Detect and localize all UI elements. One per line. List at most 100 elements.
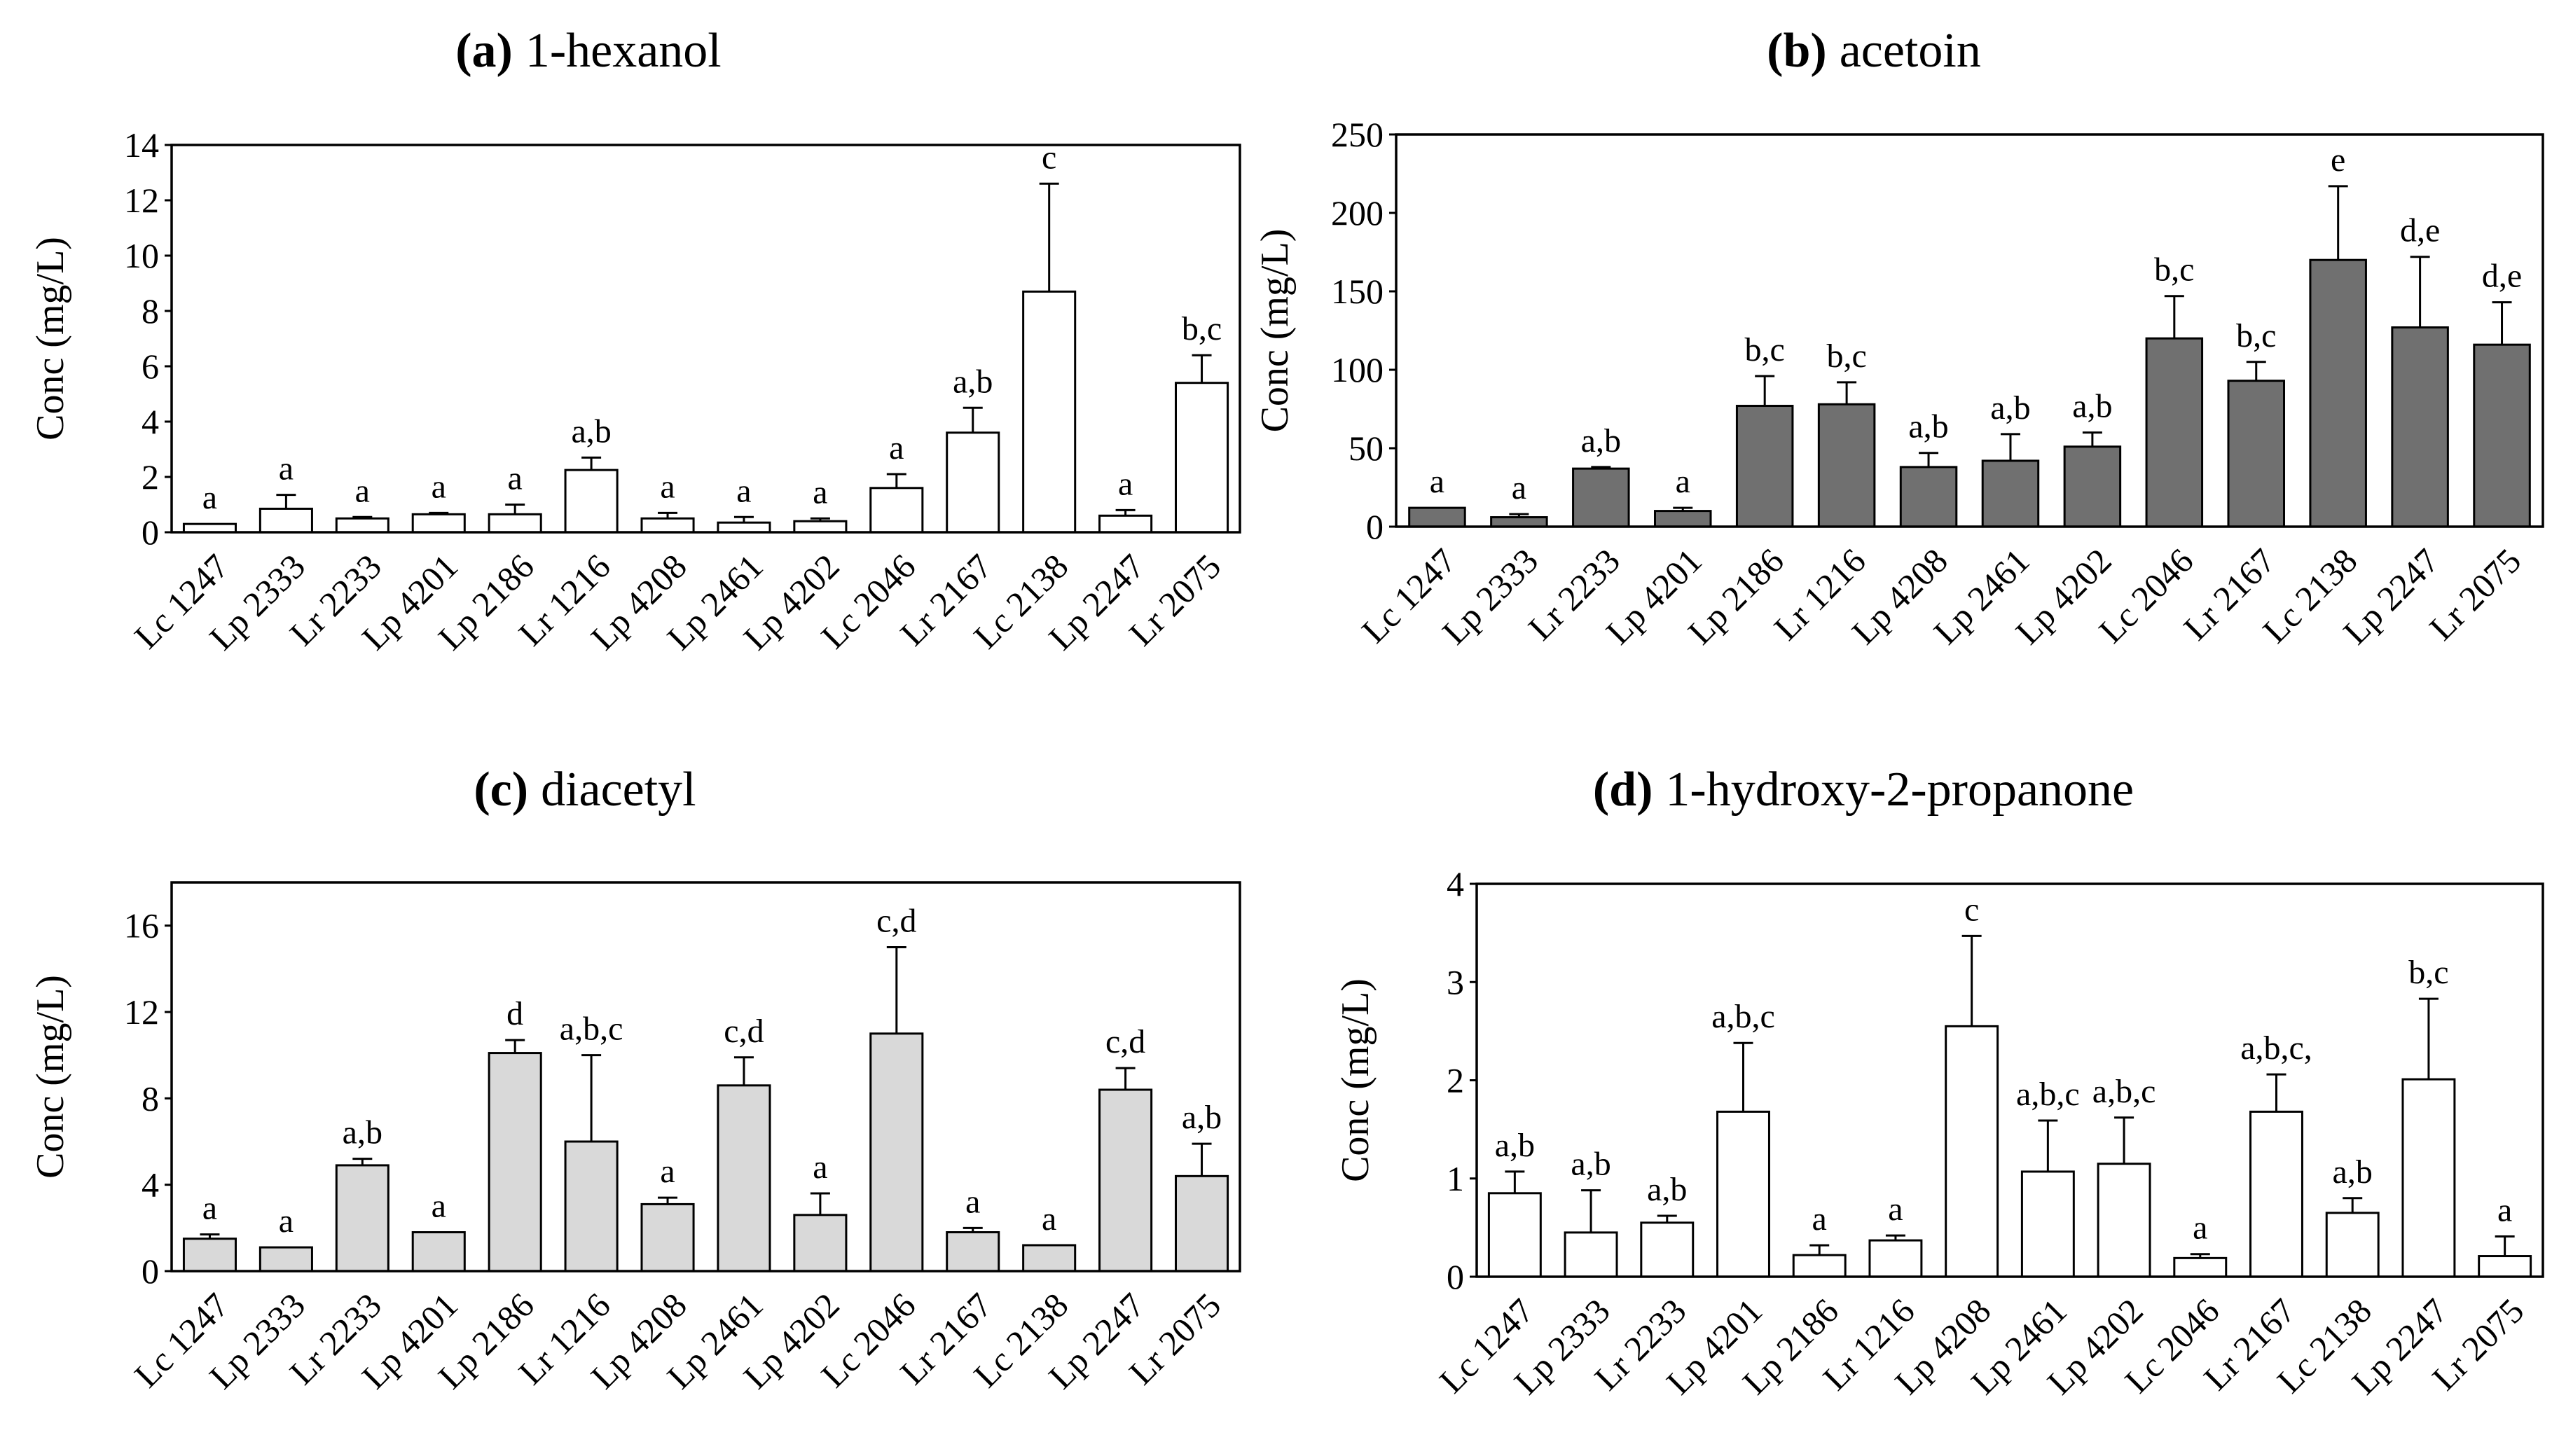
- chart-c-bar: [182, 1237, 237, 1273]
- chart-d-bar: [2249, 1110, 2303, 1278]
- chart-d-bar: [2401, 1078, 2456, 1278]
- chart-b-title: (b) acetoin: [1767, 24, 1981, 78]
- chart-d-significance-label: a: [1888, 1191, 1903, 1228]
- chart-a-bar: [793, 520, 848, 534]
- chart-d-significance-label: a,b,c,: [2240, 1029, 2312, 1067]
- chart-c-ytick-label: 4: [142, 1165, 159, 1205]
- chart-d-significance-label: a,b: [1495, 1127, 1535, 1164]
- chart-b-title-letter: (b): [1767, 24, 1827, 78]
- chart-a-bar: [946, 431, 1000, 534]
- chart-b: (b) acetoin Conc (mg/L) 0 50 100 150 200 250 a Lc …: [1253, 24, 2544, 652]
- chart-a-ytick-label: 10: [124, 236, 159, 275]
- chart-b-bar: [1735, 405, 1794, 528]
- chart-b-significance-label: a,b: [1581, 422, 1621, 459]
- chart-b-significance-label: d,e: [2482, 258, 2522, 295]
- chart-b-significance-label: a: [1430, 463, 1444, 500]
- chart-a-bar: [488, 513, 542, 534]
- chart-d-significance-label: a: [2193, 1209, 2207, 1247]
- chart-d-bar: [1868, 1239, 1923, 1278]
- chart-c-bar: [1098, 1088, 1153, 1273]
- chart-c-significance-label: a: [279, 1202, 294, 1240]
- chart-b-ytick-label: 100: [1331, 350, 1384, 389]
- chart-b-significance-label: b,c: [2236, 317, 2276, 354]
- chart-c-significance-label: a: [432, 1188, 446, 1225]
- chart-d-significance-label: a,b: [1647, 1171, 1687, 1208]
- chart-c-bar: [564, 1140, 619, 1273]
- chart-a-bar: [258, 507, 313, 534]
- chart-d-ytick-label: 3: [1447, 962, 1464, 1001]
- chart-b-bar: [2227, 380, 2286, 528]
- chart-d: (d) 1-hydroxy-2-propanone Conc (mg/L) 0 1 2 3 4…: [1334, 763, 2544, 1402]
- chart-a-ytick-label: 2: [142, 457, 159, 497]
- chart-a-title-text: 1-hexanol: [525, 24, 722, 78]
- chart-a-significance-label: a: [279, 450, 294, 487]
- chart-d-significance-label: a,b: [1571, 1146, 1610, 1183]
- chart-b-ytick-label: 0: [1366, 507, 1384, 546]
- chart-c-bar: [258, 1246, 313, 1273]
- chart-b-ylabel: Conc (mg/L): [1253, 229, 1297, 433]
- chart-b-bar: [2391, 326, 2449, 528]
- chart-b-bar: [1490, 516, 1548, 528]
- chart-b-significance-label: b,c: [1826, 338, 1866, 375]
- chart-b-ytick-label: 50: [1349, 429, 1384, 468]
- chart-a-bar: [1022, 290, 1077, 534]
- chart-b-significance-label: a,b: [2072, 388, 2112, 425]
- chart-d-bar: [2325, 1212, 2380, 1278]
- chart-b-bar: [2309, 258, 2367, 528]
- chart-d-bar: [2478, 1255, 2532, 1278]
- chart-a-bar: [1098, 514, 1153, 534]
- chart-a-bar: [640, 517, 695, 534]
- chart-c-bar: [411, 1231, 466, 1273]
- chart-c-bar: [793, 1214, 848, 1273]
- chart-d-title: (d) 1-hydroxy-2-propanone: [1593, 763, 2134, 817]
- chart-d-significance-label: b,c: [2408, 954, 2448, 991]
- chart-b-bar: [1817, 403, 1876, 528]
- chart-a-ytick-label: 8: [142, 291, 159, 331]
- chart-a-significance-label: a: [660, 468, 675, 505]
- chart-c-significance-label: a,b,c: [560, 1011, 623, 1048]
- chart-c-ytick-label: 8: [142, 1079, 159, 1118]
- chart-c-significance-label: d: [506, 995, 523, 1032]
- chart-a-significance-label: a,b: [571, 412, 611, 450]
- chart-b-category-label: Lc 2046: [2091, 541, 2200, 650]
- chart-a-bar: [411, 513, 466, 534]
- chart-c-bar: [335, 1164, 389, 1273]
- chart-b-title-text: acetoin: [1840, 24, 1981, 78]
- chart-a-ytick-label: 4: [142, 402, 159, 441]
- chart-d-bar: [1640, 1221, 1695, 1278]
- chart-b-significance-label: e: [2331, 141, 2345, 179]
- chart-d-ylabel: Conc (mg/L): [1334, 978, 1377, 1182]
- chart-d-significance-label: a: [1812, 1200, 1827, 1237]
- chart-c-significance-label: a: [813, 1149, 827, 1186]
- chart-c-bar: [640, 1202, 695, 1273]
- chart-b-significance-label: a,b: [1990, 389, 2030, 427]
- chart-c-plot-frame: [170, 881, 1241, 1273]
- chart-b-significance-label: d,e: [2400, 212, 2440, 249]
- chart-b-category-label: Lr 2075: [2422, 541, 2529, 648]
- chart-a-title: (a) 1-hexanol: [455, 24, 722, 78]
- chart-b-ytick-label: 250: [1331, 115, 1384, 154]
- chart-c-significance-label: c,d: [876, 903, 916, 940]
- chart-c-bar: [717, 1084, 771, 1273]
- chart-b-bar: [1653, 510, 1712, 528]
- chart-a-ytick-label: 6: [142, 347, 159, 386]
- chart-b-significance-label: a: [1512, 469, 1526, 506]
- chart-d-plot-frame: [1475, 882, 2544, 1278]
- chart-c-bar: [869, 1032, 924, 1273]
- chart-a-ylabel: Conc (mg/L): [29, 237, 72, 441]
- chart-a-significance-label: c: [1042, 139, 1056, 176]
- chart-b-bar: [2145, 337, 2204, 528]
- chart-d-bar: [1945, 1025, 1999, 1278]
- chart-c-significance-label: a: [965, 1183, 980, 1220]
- chart-d-ytick-label: 4: [1447, 864, 1464, 903]
- chart-c-significance-label: a,b: [343, 1114, 382, 1151]
- chart-b-bar: [2473, 343, 2531, 528]
- chart-a-significance-label: a: [1118, 465, 1133, 502]
- chart-a-ytick-label: 14: [124, 125, 159, 165]
- chart-c-ytick-label: 12: [124, 992, 159, 1032]
- chart-b-bar: [1572, 467, 1630, 528]
- chart-d-significance-label: a: [2497, 1191, 2512, 1228]
